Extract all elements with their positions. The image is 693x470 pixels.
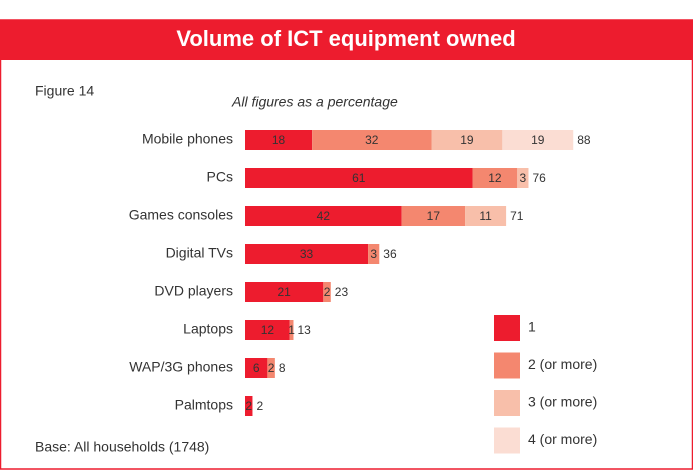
category-label: Digital TVs [166,245,233,261]
bar-segment [245,130,313,150]
bar-segment [472,168,518,188]
bar-segment [245,358,268,378]
bar-segment [368,244,380,264]
segment-label: 2 [324,285,331,299]
segment-label: 18 [272,133,286,147]
legend-swatch [494,390,520,416]
segment-label: 42 [317,209,331,223]
total-label: 36 [383,247,397,261]
bar-segment [431,130,503,150]
header-bar [0,20,693,60]
bar-segment [312,130,432,150]
bar-segment [245,320,290,340]
segment-label: 3 [370,247,377,261]
category-label: PCs [207,169,233,185]
bar-segment [267,358,275,378]
legend-swatch [494,315,520,341]
bar-segment [245,206,402,226]
chart-title: Volume of ICT equipment owned [176,26,515,51]
bar-segment [465,206,507,226]
bar-segment [502,130,574,150]
segment-label: 17 [427,209,441,223]
segment-label: 61 [352,171,366,185]
total-label: 88 [577,133,591,147]
legend-label: 4 (or more) [528,431,597,447]
legend-label: 2 (or more) [528,356,597,372]
category-label: Laptops [183,321,233,337]
segment-label: 32 [365,133,379,147]
bar-segment [245,168,473,188]
category-label: WAP/3G phones [129,359,233,375]
bar-segment [401,206,466,226]
segment-label: 12 [488,171,502,185]
segment-label: 12 [261,323,275,337]
bar-segment [245,396,253,416]
figure-label: Figure 14 [35,83,94,99]
segment-label: 19 [531,133,545,147]
subtitle: All figures as a percentage [231,94,398,110]
category-label: Mobile phones [142,131,233,147]
segment-label: 2 [268,361,275,375]
segment-label: 21 [277,285,291,299]
bar-segment [245,244,369,264]
segment-label: 6 [253,361,260,375]
category-label: DVD players [154,283,233,299]
legend-swatch [494,352,520,379]
legend-swatch [494,427,520,454]
total-label: 76 [532,171,546,185]
segment-label: 11 [479,209,492,223]
legend-label: 1 [528,319,536,335]
bar-segment [517,168,529,188]
total-label: 2 [256,399,263,413]
bar-segment [323,282,331,302]
segment-label: 3 [520,171,527,185]
total-label: 23 [335,285,349,299]
bar-segment [289,320,294,340]
bar-segment [245,282,324,302]
segment-label: 19 [460,133,474,147]
total-label: 71 [510,209,524,223]
category-label: Games consoles [129,207,233,223]
total-label: 8 [279,361,286,375]
segment-label: 33 [300,247,314,261]
category-label: Palmtops [175,397,233,413]
segment-label: 1 [288,323,295,337]
total-label: 13 [297,323,311,337]
note: Base: All households (1748) [35,439,209,455]
legend-label: 3 (or more) [528,394,597,410]
segment-label: 2 [245,399,252,413]
